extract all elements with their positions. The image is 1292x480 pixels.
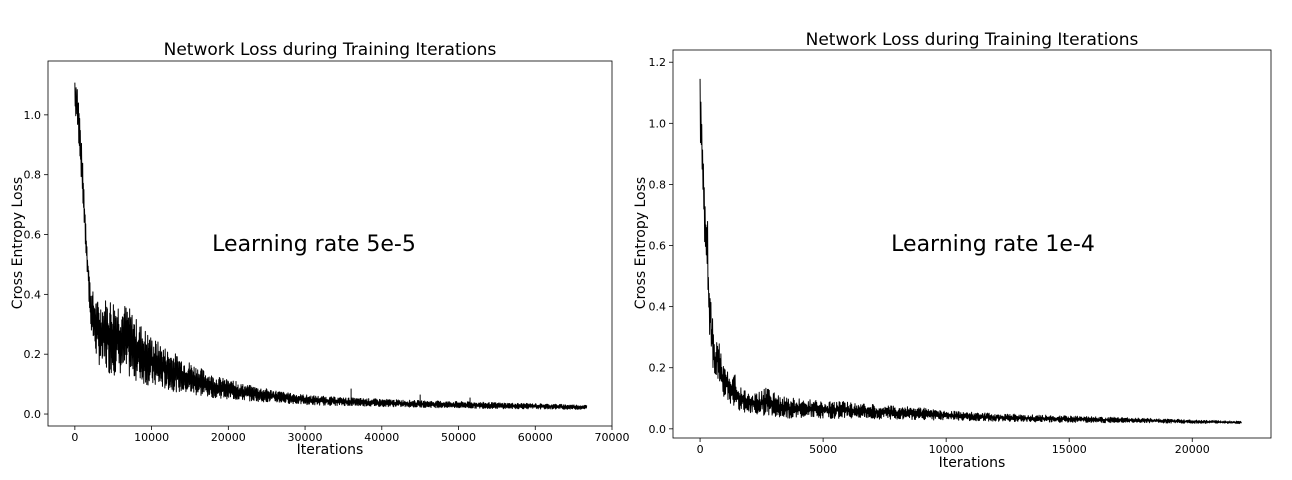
y-tick-label: 0.6 (649, 240, 667, 253)
y-tick-label: 0.6 (24, 229, 42, 242)
y-tick-label: 1.0 (649, 117, 667, 130)
x-tick-label: 10000 (929, 443, 964, 456)
x-tick-label: 20000 (1175, 443, 1210, 456)
y-tick-label: 0.0 (24, 408, 42, 421)
loss-series-line (74, 82, 588, 410)
y-tick-label: 0.8 (24, 169, 42, 182)
x-tick-label: 40000 (364, 431, 399, 444)
y-tick-label: 0.2 (649, 362, 667, 375)
left-chart: Network Loss during Training Iterations … (10, 40, 630, 458)
left-chart-ylabel: Cross Entropy Loss (10, 177, 26, 309)
x-tick-label: 15000 (1052, 443, 1087, 456)
x-tick-label: 0 (697, 443, 704, 456)
left-chart-annotation: Learning rate 5e-5 (212, 232, 416, 257)
x-tick-label: 0 (71, 431, 78, 444)
left-chart-xlabel: Iterations (297, 442, 364, 458)
y-tick-label: 0.2 (24, 348, 42, 361)
right-chart-xlabel: Iterations (939, 455, 1006, 471)
x-tick-label: 5000 (809, 443, 837, 456)
left-chart-title: Network Loss during Training Iterations (164, 40, 497, 60)
x-tick-label: 60000 (518, 431, 553, 444)
y-tick-label: 0.4 (24, 288, 42, 301)
y-tick-label: 0.8 (649, 178, 667, 191)
x-tick-label: 50000 (441, 431, 476, 444)
right-chart-annotation: Learning rate 1e-4 (891, 232, 1095, 257)
loss-series-line (699, 78, 1242, 425)
y-tick-label: 1.2 (649, 56, 667, 69)
y-tick-label: 1.0 (24, 109, 42, 122)
y-tick-label: 0.4 (649, 301, 667, 314)
plot-frame (47, 60, 613, 427)
x-tick-label: 70000 (595, 431, 630, 444)
x-tick-label: 10000 (134, 431, 169, 444)
right-chart: Network Loss during Training Iterations … (633, 30, 1272, 471)
right-chart-ylabel: Cross Entropy Loss (633, 177, 649, 309)
x-tick-label: 20000 (211, 431, 246, 444)
x-tick-label: 30000 (288, 431, 323, 444)
right-chart-title: Network Loss during Training Iterations (806, 30, 1139, 50)
y-tick-label: 0.0 (649, 423, 667, 436)
plot-frame (672, 49, 1272, 439)
